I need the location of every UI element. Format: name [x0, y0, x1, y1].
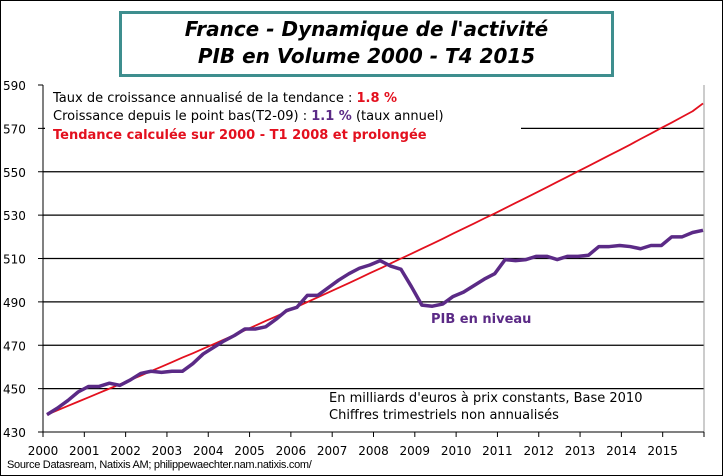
series-label-pib: PIB en niveau	[431, 312, 531, 327]
y-tick-label: 550	[3, 166, 26, 180]
x-tick-label: 2002	[110, 444, 141, 458]
x-tick-label: 2003	[152, 444, 183, 458]
trend-method-annotation: Tendance calculée sur 2000 - T1 2008 et …	[53, 128, 427, 143]
y-tick-label: 430	[3, 426, 26, 440]
frequency-note: Chiffres trimestriels non annualisés	[329, 408, 559, 423]
y-tick-label: 590	[3, 79, 26, 93]
x-tick-label: 2001	[69, 444, 100, 458]
units-note: En milliards d'euros à prix constants, B…	[329, 391, 642, 406]
x-tick-label: 2013	[565, 444, 596, 458]
y-tick-label: 490	[3, 296, 26, 310]
source-note: Source Datasream, Natixis AM; philippewa…	[7, 459, 312, 471]
y-tick-label: 470	[3, 339, 26, 353]
x-tick-label: 2004	[193, 444, 224, 458]
series-line-trend	[46, 102, 704, 416]
y-tick-label: 570	[3, 122, 26, 136]
y-tick-label: 450	[3, 383, 26, 397]
recovery-rate-annotation: Croissance depuis le point bas(T2-09) : …	[53, 109, 444, 124]
trend-rate-annotation: Taux de croissance annualisé de la tenda…	[52, 91, 397, 106]
chart-title-box: France - Dynamique de l'activité PIB en …	[119, 11, 614, 77]
x-tick-label: 2008	[358, 444, 389, 458]
series-line-pib	[46, 228, 704, 417]
y-tick-label: 530	[3, 209, 26, 223]
x-tick-label: 2007	[317, 444, 348, 458]
x-tick-label: 2015	[647, 444, 678, 458]
annotation-background	[45, 87, 521, 147]
x-tick-label: 2011	[482, 444, 513, 458]
x-tick-label: 2010	[441, 444, 472, 458]
x-tick-label: 2014	[606, 444, 637, 458]
x-tick-label: 2006	[276, 444, 307, 458]
x-tick-label: 2012	[523, 444, 554, 458]
x-tick-label: 2005	[234, 444, 265, 458]
x-tick-label: 2000	[28, 444, 59, 458]
y-tick-label: 510	[3, 253, 26, 267]
chart-title-line2: PIB en Volume 2000 - T4 2015	[197, 44, 536, 68]
x-tick-label: 2009	[400, 444, 431, 458]
chart-title-line1: France - Dynamique de l'activité	[184, 17, 549, 41]
